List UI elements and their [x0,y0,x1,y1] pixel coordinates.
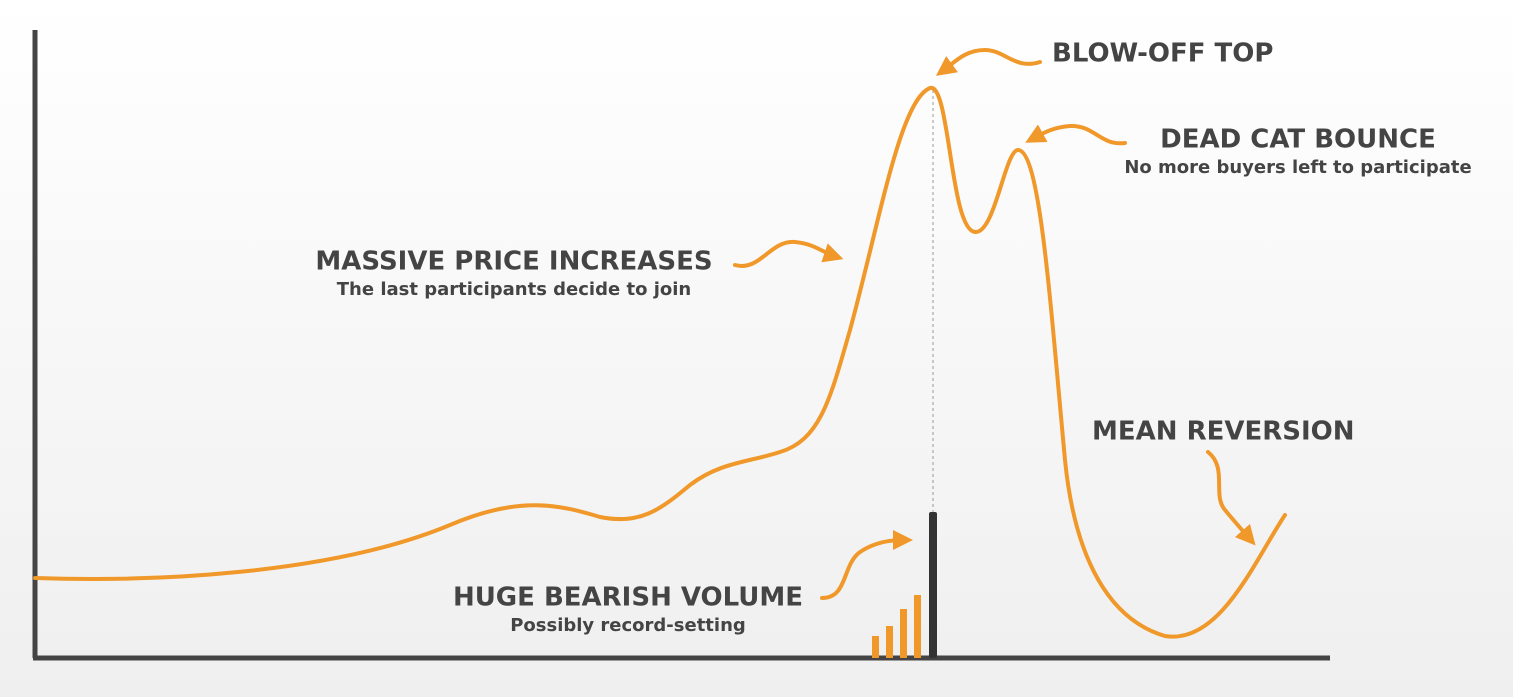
arrow [733,239,844,268]
arrow [1206,450,1256,546]
annotation-title: MEAN REVERSION [1092,417,1355,447]
annotation-title: BLOW-OFF TOP [1052,39,1273,69]
annotation-subtitle: Possibly record-setting [510,615,746,636]
volume-bar [886,626,893,658]
volume-bar [900,609,907,658]
volume-bars [872,512,937,658]
arrow [1025,123,1127,146]
annotation-title: DEAD CAT BOUNCE [1160,125,1436,155]
annotation-subtitle: The last participants decide to join [337,279,691,300]
volume-bar [872,636,879,658]
annotation-title: MASSIVE PRICE INCREASES [315,247,712,277]
volume-bar [914,595,921,658]
volume-bar-peak [929,512,937,658]
annotation-title: HUGE BEARISH VOLUME [453,583,803,613]
arrow [935,47,1042,76]
price-curve [33,86,1287,639]
arrow [820,530,913,600]
annotation-subtitle: No more buyers left to participate [1124,157,1471,178]
